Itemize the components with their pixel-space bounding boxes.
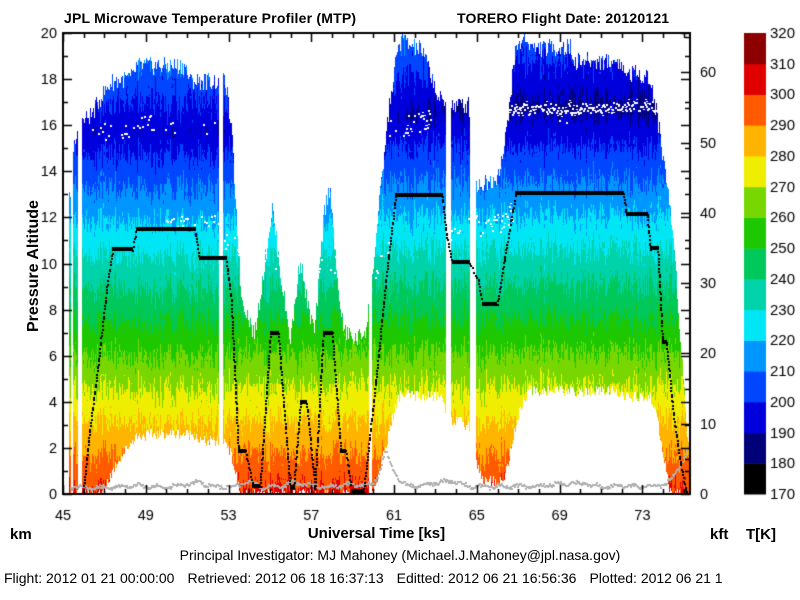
plot-title: JPL Microwave Temperature Profiler (MTP) (64, 10, 357, 26)
y-axis-unit-km: km (10, 526, 32, 543)
x-axis-title: Universal Time [ks] (307, 525, 446, 542)
y-axis-unit-kft: kft (710, 526, 729, 543)
colorbar-unit-label: T[K] (746, 526, 776, 543)
flight-date-title: TORERO Flight Date: 20120121 (457, 10, 670, 26)
principal-investigator-line: Principal Investigator: MJ Mahoney (Mich… (179, 547, 621, 563)
plotted-timestamp: Plotted: 2012 06 21 1 (589, 570, 723, 586)
retrieved-timestamp: Retrieved: 2012 06 18 16:37:13 (187, 570, 384, 586)
timestamps-line: Flight: 2012 01 21 00:00:00 Retrieved: 20… (4, 570, 800, 586)
flight-timestamp: Flight: 2012 01 21 00:00:00 (4, 570, 175, 586)
editted-timestamp: Editted: 2012 06 21 16:56:36 (396, 570, 577, 586)
y-axis-title: Pressure Altitude (25, 200, 42, 332)
